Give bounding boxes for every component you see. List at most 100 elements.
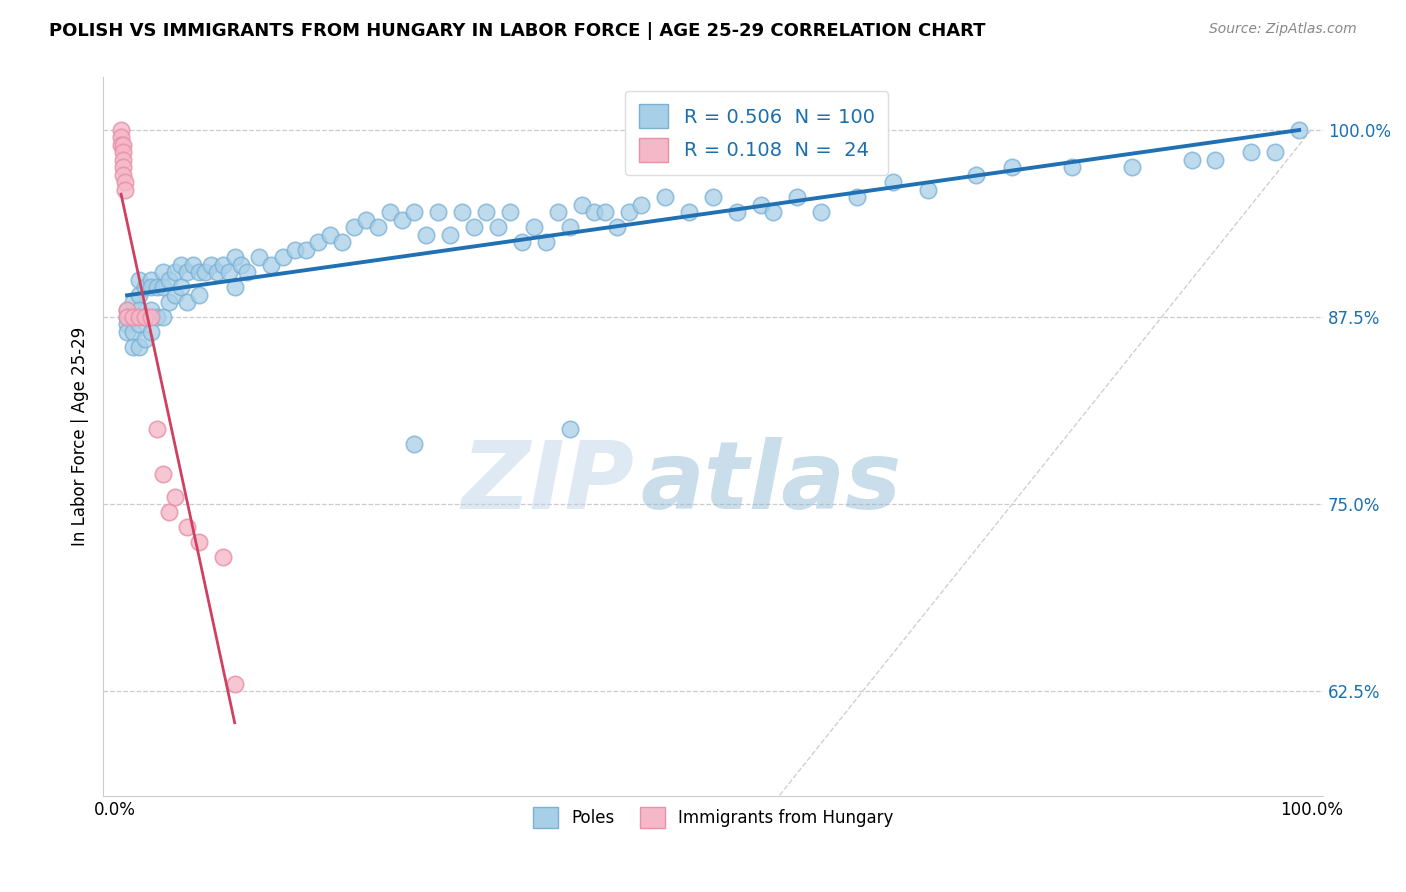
Point	[343, 220, 366, 235]
Point	[463, 220, 485, 235]
Point	[122, 340, 145, 354]
Point	[558, 422, 581, 436]
Point	[115, 310, 138, 324]
Point	[128, 340, 150, 354]
Point	[367, 220, 389, 235]
Point	[114, 175, 136, 189]
Point	[749, 197, 772, 211]
Point	[139, 280, 162, 294]
Point	[235, 265, 257, 279]
Point	[1264, 145, 1286, 160]
Point	[380, 205, 402, 219]
Point	[152, 265, 174, 279]
Point	[146, 310, 169, 324]
Point	[157, 295, 180, 310]
Point	[176, 519, 198, 533]
Point	[475, 205, 498, 219]
Point	[152, 280, 174, 294]
Point	[110, 130, 132, 145]
Point	[115, 302, 138, 317]
Point	[882, 175, 904, 189]
Point	[176, 295, 198, 310]
Point	[115, 302, 138, 317]
Text: POLISH VS IMMIGRANTS FROM HUNGARY IN LABOR FORCE | AGE 25-29 CORRELATION CHART: POLISH VS IMMIGRANTS FROM HUNGARY IN LAB…	[49, 22, 986, 40]
Point	[1240, 145, 1263, 160]
Point	[1180, 153, 1202, 167]
Point	[157, 272, 180, 286]
Point	[211, 549, 233, 564]
Point	[211, 258, 233, 272]
Y-axis label: In Labor Force | Age 25-29: In Labor Force | Age 25-29	[72, 327, 89, 547]
Point	[134, 280, 156, 294]
Point	[499, 205, 522, 219]
Point	[1060, 161, 1083, 175]
Point	[115, 310, 138, 324]
Point	[218, 265, 240, 279]
Point	[176, 265, 198, 279]
Point	[152, 310, 174, 324]
Point	[128, 287, 150, 301]
Point	[146, 422, 169, 436]
Point	[170, 280, 193, 294]
Point	[114, 183, 136, 197]
Point	[224, 677, 246, 691]
Point	[139, 302, 162, 317]
Point	[271, 250, 294, 264]
Point	[259, 258, 281, 272]
Text: atlas: atlas	[640, 437, 901, 530]
Point	[163, 287, 186, 301]
Point	[427, 205, 450, 219]
Point	[134, 333, 156, 347]
Point	[439, 227, 461, 242]
Point	[547, 205, 569, 219]
Point	[247, 250, 270, 264]
Point	[229, 258, 252, 272]
Legend: Poles, Immigrants from Hungary: Poles, Immigrants from Hungary	[526, 801, 900, 835]
Point	[283, 243, 305, 257]
Point	[112, 137, 135, 152]
Point	[1121, 161, 1143, 175]
Point	[678, 205, 700, 219]
Point	[606, 220, 628, 235]
Point	[1288, 123, 1310, 137]
Point	[134, 310, 156, 324]
Point	[845, 190, 868, 204]
Point	[194, 265, 217, 279]
Point	[122, 295, 145, 310]
Point	[181, 258, 204, 272]
Point	[110, 137, 132, 152]
Point	[134, 310, 156, 324]
Point	[170, 258, 193, 272]
Point	[571, 197, 593, 211]
Point	[128, 272, 150, 286]
Point	[654, 190, 676, 204]
Point	[200, 258, 222, 272]
Point	[112, 145, 135, 160]
Point	[295, 243, 318, 257]
Point	[128, 318, 150, 332]
Point	[582, 205, 605, 219]
Point	[1205, 153, 1227, 167]
Point	[163, 265, 186, 279]
Point	[391, 212, 413, 227]
Point	[187, 287, 209, 301]
Point	[112, 168, 135, 182]
Point	[139, 325, 162, 339]
Point	[187, 265, 209, 279]
Point	[1001, 161, 1024, 175]
Point	[595, 205, 617, 219]
Point	[122, 325, 145, 339]
Point	[356, 212, 378, 227]
Point	[224, 250, 246, 264]
Point	[112, 153, 135, 167]
Text: Source: ZipAtlas.com: Source: ZipAtlas.com	[1209, 22, 1357, 37]
Point	[187, 534, 209, 549]
Point	[139, 310, 162, 324]
Point	[122, 310, 145, 324]
Point	[762, 205, 785, 219]
Point	[128, 310, 150, 324]
Point	[139, 272, 162, 286]
Point	[146, 280, 169, 294]
Point	[917, 183, 939, 197]
Point	[205, 265, 228, 279]
